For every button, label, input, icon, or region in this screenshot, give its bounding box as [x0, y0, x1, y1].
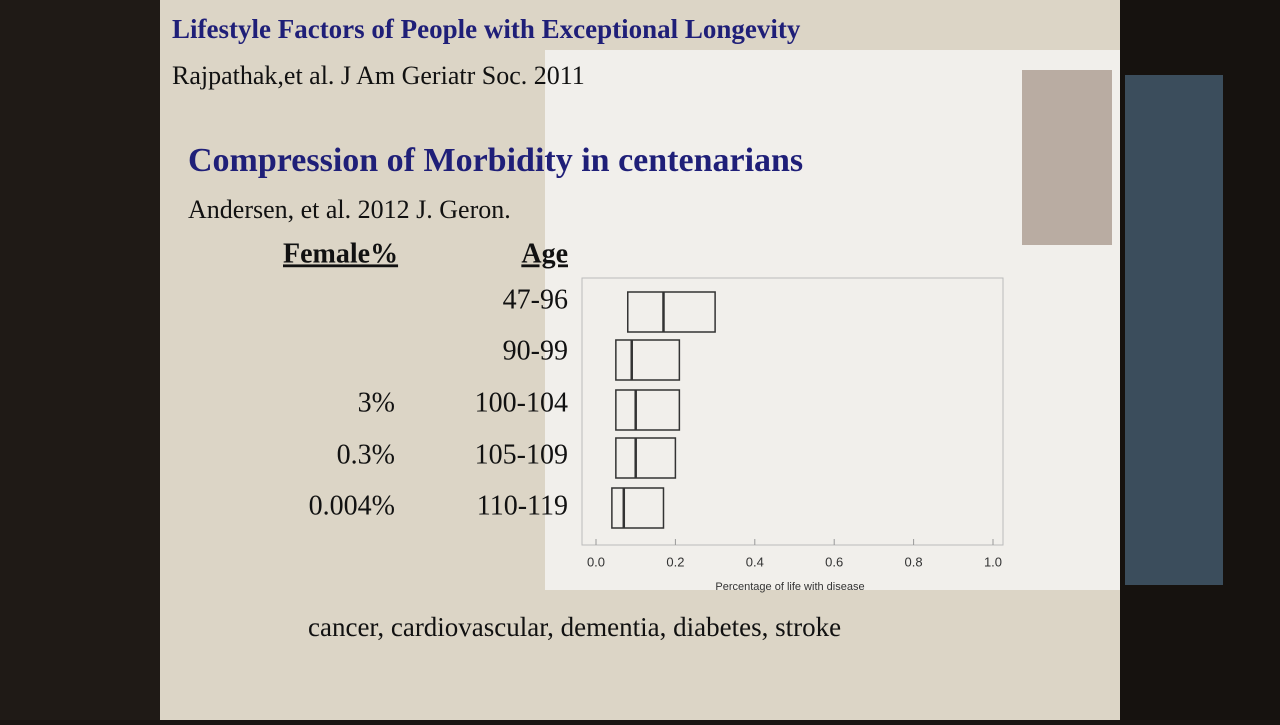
- citation: Andersen, et al. 2012 J. Geron.: [188, 195, 511, 224]
- table-cell: 3%: [358, 387, 395, 418]
- dark-left: [0, 0, 160, 720]
- table-cell: 100-104: [475, 387, 568, 418]
- table-cell: 0.3%: [337, 439, 395, 470]
- box: [627, 291, 716, 333]
- x-tick-label: 0.0: [587, 554, 605, 569]
- table-cell: 110-119: [477, 490, 568, 521]
- x-tick-label: 0.6: [825, 554, 843, 569]
- heading: Compression of Morbidity in centenarians: [188, 142, 803, 179]
- screen-glow: [1125, 75, 1223, 585]
- box: [611, 487, 665, 529]
- x-tick-label: 0.2: [666, 554, 684, 569]
- box: [615, 389, 681, 431]
- x-tick-label: 0.8: [905, 554, 923, 569]
- table-cell: 0.004%: [309, 490, 395, 521]
- table-cell: 47-96: [503, 284, 568, 315]
- plot-frame: [581, 277, 1004, 546]
- x-tick-label: 1.0: [984, 554, 1002, 569]
- photo: [1022, 70, 1112, 245]
- x-tick-label: 0.4: [746, 554, 764, 569]
- column-header: Female%: [283, 238, 398, 269]
- column-header: Age: [521, 238, 568, 269]
- box: [615, 437, 677, 479]
- title: Lifestyle Factors of People with Excepti…: [172, 14, 801, 44]
- footer-text: cancer, cardiovascular, dementia, diabet…: [308, 612, 841, 642]
- box: [615, 339, 681, 381]
- x-axis-label: Percentage of life with disease: [715, 581, 864, 593]
- citation: Rajpathak,et al. J Am Geriatr Soc. 2011: [172, 61, 585, 90]
- table-cell: 105-109: [475, 439, 568, 470]
- table-cell: 90-99: [503, 335, 568, 366]
